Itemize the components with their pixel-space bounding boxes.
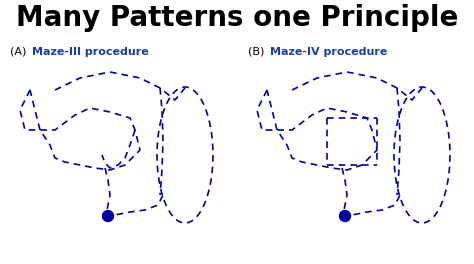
- Text: Maze-IV procedure: Maze-IV procedure: [270, 47, 387, 57]
- Text: Many Patterns one Principle: Many Patterns one Principle: [16, 4, 458, 32]
- Text: (A): (A): [10, 47, 27, 57]
- Circle shape: [339, 210, 350, 221]
- Text: (B): (B): [248, 47, 264, 57]
- Circle shape: [102, 210, 113, 221]
- Text: Maze-III procedure: Maze-III procedure: [32, 47, 149, 57]
